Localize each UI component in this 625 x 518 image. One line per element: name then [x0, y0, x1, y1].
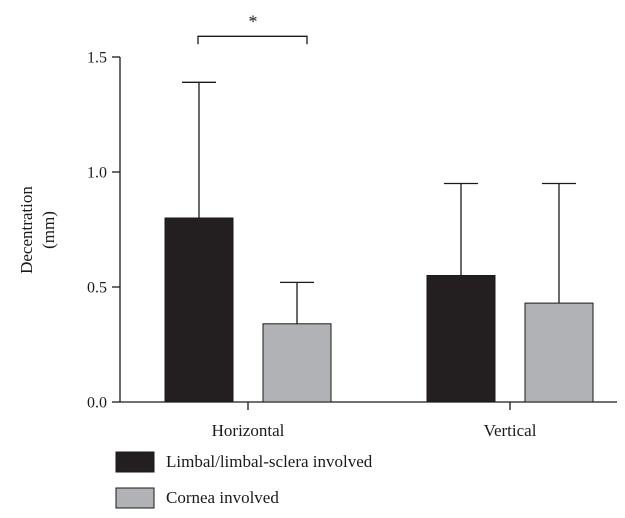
legend-swatch: [115, 487, 155, 509]
significance-bracket: [197, 35, 308, 45]
axes: 0.0 0.5 1.0 1.5 Decentration (mm) Horizontal Ve…: [17, 50, 617, 440]
bar: [524, 302, 594, 403]
legend-swatch: [115, 451, 155, 473]
legend-label: Limbal/limbal-sclera involved: [166, 452, 373, 471]
y-tick-label: 1.5: [87, 50, 107, 67]
x-tick-label: Horizontal: [212, 421, 285, 440]
error-bars: [182, 81, 576, 324]
y-tick-label: 0.5: [87, 280, 107, 297]
significance-label: *: [249, 11, 258, 31]
y-tick-label: 0.0: [87, 395, 107, 412]
significance-annotations: *: [197, 11, 308, 45]
legend-label: Cornea involved: [166, 488, 279, 507]
bars: [164, 217, 594, 403]
bar: [426, 275, 496, 403]
x-tick-label: Vertical: [484, 421, 537, 440]
legend: Limbal/limbal-sclera involved Cornea invo…: [115, 451, 373, 509]
y-axis-title-line: (mm): [39, 211, 58, 249]
y-axis-title-line: Decentration: [17, 186, 36, 274]
y-tick-label: 1.0: [87, 165, 107, 182]
y-axis-title: Decentration (mm): [17, 186, 58, 274]
bar: [164, 217, 234, 403]
bar: [262, 323, 332, 403]
